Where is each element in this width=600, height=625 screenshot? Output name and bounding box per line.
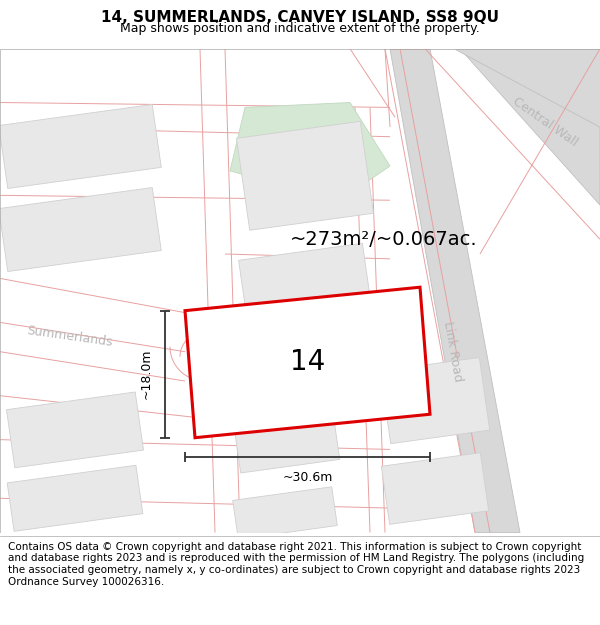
- Text: ~273m²/~0.067ac.: ~273m²/~0.067ac.: [290, 230, 478, 249]
- Text: ~18.0m: ~18.0m: [140, 349, 153, 399]
- Polygon shape: [0, 188, 161, 271]
- Text: 14: 14: [290, 349, 325, 376]
- Polygon shape: [382, 452, 488, 524]
- Polygon shape: [230, 387, 340, 473]
- Polygon shape: [7, 465, 143, 531]
- Polygon shape: [236, 121, 374, 230]
- Text: Contains OS data © Crown copyright and database right 2021. This information is : Contains OS data © Crown copyright and d…: [8, 542, 584, 586]
- Polygon shape: [390, 49, 520, 532]
- Polygon shape: [7, 392, 143, 468]
- Text: ~30.6m: ~30.6m: [283, 471, 332, 484]
- Polygon shape: [185, 288, 430, 438]
- Polygon shape: [233, 487, 337, 539]
- Polygon shape: [230, 102, 390, 200]
- Polygon shape: [455, 49, 600, 127]
- Text: Map shows position and indicative extent of the property.: Map shows position and indicative extent…: [120, 22, 480, 35]
- Polygon shape: [239, 243, 371, 323]
- Polygon shape: [0, 104, 161, 189]
- Text: Summerlands: Summerlands: [26, 324, 114, 349]
- Text: Central Wall: Central Wall: [510, 95, 580, 149]
- Text: Link Road: Link Road: [441, 321, 465, 383]
- Text: 14, SUMMERLANDS, CANVEY ISLAND, SS8 9QU: 14, SUMMERLANDS, CANVEY ISLAND, SS8 9QU: [101, 10, 499, 25]
- Polygon shape: [430, 49, 600, 205]
- Polygon shape: [380, 357, 490, 444]
